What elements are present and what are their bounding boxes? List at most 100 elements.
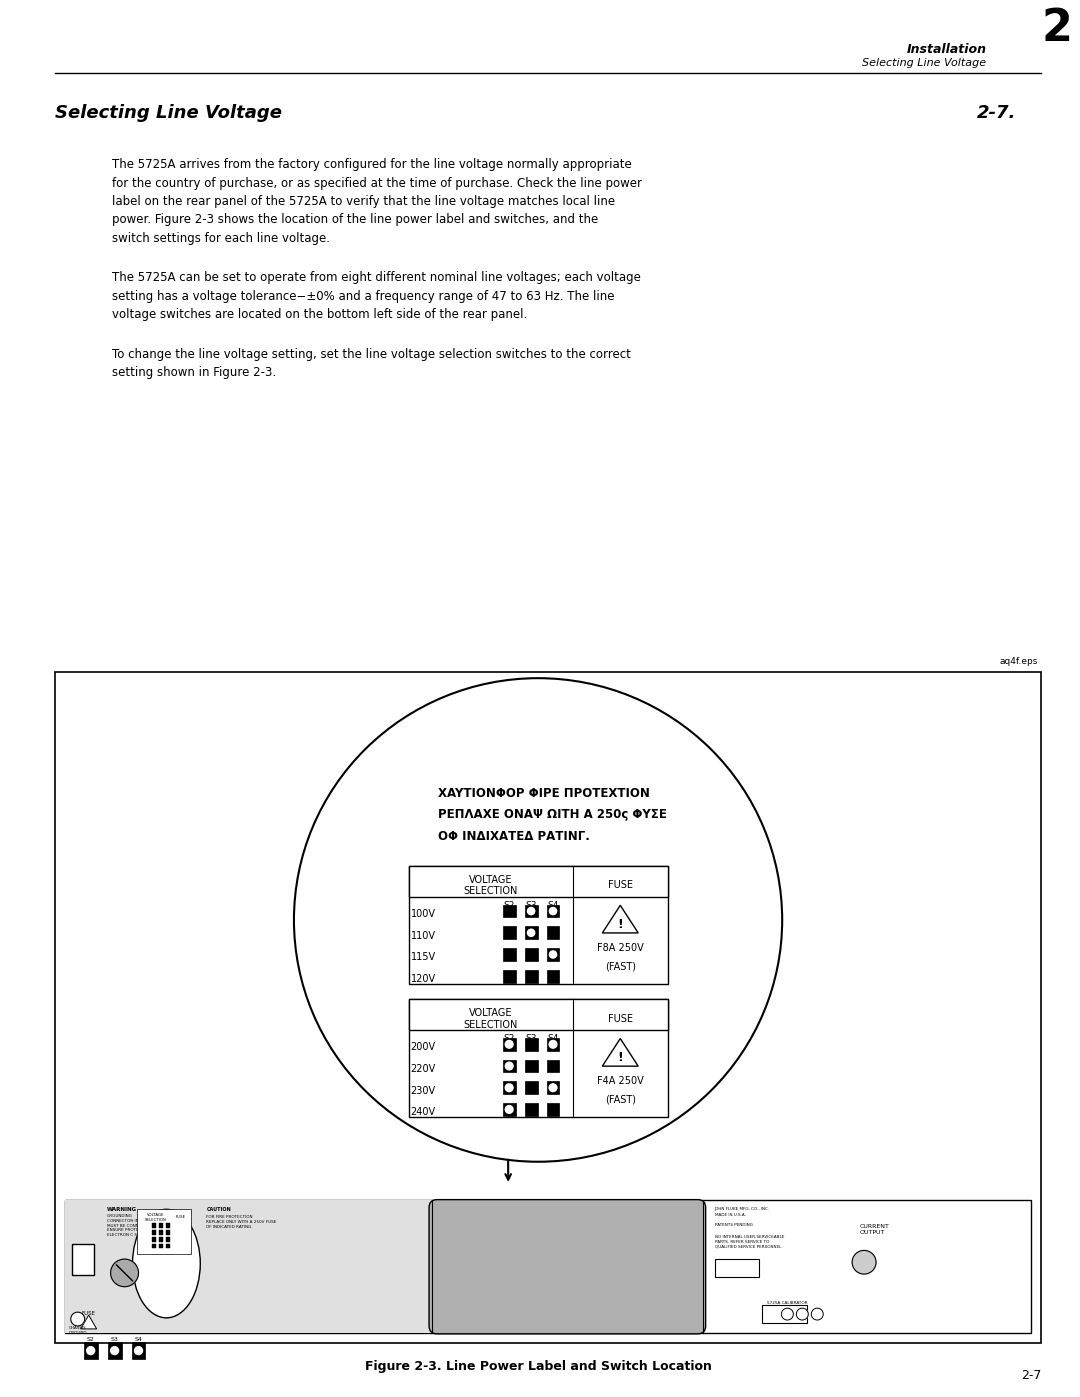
Text: S2: S2 xyxy=(503,1034,515,1044)
Bar xyxy=(160,1224,163,1228)
Text: aq4f.eps: aq4f.eps xyxy=(1000,657,1038,666)
Text: XAYTIONΦΟΡ ΦΙΡΕ ΠΡΟΤΕΧΤΙΟΝ: XAYTIONΦΟΡ ΦΙΡΕ ΠΡΟΤΕΧΤΙΟΝ xyxy=(438,787,650,799)
Text: FUSE: FUSE xyxy=(608,880,633,890)
Text: !: ! xyxy=(618,918,623,930)
Bar xyxy=(408,999,667,1031)
Bar xyxy=(408,866,667,897)
Text: Selecting Line Voltage: Selecting Line Voltage xyxy=(55,103,282,122)
Text: !: ! xyxy=(618,1051,623,1063)
Circle shape xyxy=(505,1084,513,1091)
Text: S2: S2 xyxy=(503,901,515,911)
Bar xyxy=(65,1200,432,1333)
Bar xyxy=(546,949,559,961)
Bar xyxy=(71,1243,94,1275)
Text: 240V: 240V xyxy=(410,1108,435,1118)
Circle shape xyxy=(796,1308,808,1320)
Text: 2-7.: 2-7. xyxy=(976,103,1016,122)
Bar xyxy=(166,1224,171,1228)
Bar xyxy=(546,1059,559,1073)
Bar xyxy=(546,1104,559,1116)
Text: FUSE: FUSE xyxy=(175,1215,186,1220)
Text: GROUNDING
CONNECTOR IN POWER CORD
MUST BE CONNECTED TO
ENSURE PROTECTION FROM
EL: GROUNDING CONNECTOR IN POWER CORD MUST B… xyxy=(107,1214,168,1236)
Bar xyxy=(502,970,515,982)
Bar xyxy=(502,905,515,918)
Circle shape xyxy=(110,1259,138,1287)
Circle shape xyxy=(294,678,782,1162)
Text: FUSE: FUSE xyxy=(608,1014,633,1024)
Text: CURRENT
OUTPUT: CURRENT OUTPUT xyxy=(860,1224,890,1235)
Bar xyxy=(546,970,559,982)
Text: switch settings for each line voltage.: switch settings for each line voltage. xyxy=(111,232,329,244)
Text: 115V: 115V xyxy=(410,953,435,963)
Text: WARNING: WARNING xyxy=(107,1207,137,1211)
Polygon shape xyxy=(603,905,638,933)
Bar xyxy=(525,905,538,918)
Text: The 5725A can be set to operate from eight different nominal line voltages; each: The 5725A can be set to operate from eig… xyxy=(111,271,640,285)
Text: 2-7: 2-7 xyxy=(1022,1369,1042,1383)
Bar xyxy=(83,1341,97,1359)
Circle shape xyxy=(110,1347,119,1355)
FancyBboxPatch shape xyxy=(429,1200,705,1334)
Polygon shape xyxy=(603,1038,638,1066)
Bar xyxy=(152,1231,157,1235)
Bar xyxy=(502,1059,515,1073)
Text: FUSE: FUSE xyxy=(82,1312,96,1316)
Text: CAUTION: CAUTION xyxy=(206,1207,231,1211)
Bar xyxy=(546,926,559,939)
Text: power. Figure 2-3 shows the location of the line power label and switches, and t: power. Figure 2-3 shows the location of … xyxy=(111,214,598,226)
Circle shape xyxy=(86,1347,95,1355)
Bar xyxy=(152,1245,157,1249)
Text: S4: S4 xyxy=(548,1034,558,1044)
Circle shape xyxy=(550,951,556,958)
Circle shape xyxy=(505,1041,513,1048)
Text: S3: S3 xyxy=(525,901,537,911)
Bar xyxy=(65,1200,1031,1333)
Text: setting shown in Figure 2-3.: setting shown in Figure 2-3. xyxy=(111,366,275,379)
Bar xyxy=(762,1305,807,1323)
Text: The 5725A arrives from the factory configured for the line voltage normally appr: The 5725A arrives from the factory confi… xyxy=(111,158,632,172)
Text: (FAST): (FAST) xyxy=(605,1095,636,1105)
Bar xyxy=(408,866,667,983)
Text: PATENTS PENDING: PATENTS PENDING xyxy=(715,1224,753,1228)
Bar xyxy=(160,1238,163,1242)
Text: ΡΕΠΛΑΧΕ ΟΝΑΨ ΩΙΤΗ Α 250ς ΦΥΣΕ: ΡΕΠΛΑΧΕ ΟΝΑΨ ΩΙΤΗ Α 250ς ΦΥΣΕ xyxy=(438,809,667,821)
Circle shape xyxy=(852,1250,876,1274)
Bar xyxy=(152,1238,157,1242)
Text: FOR FIRE PROTECTION
REPLACE ONLY WITH A 250V FUSE
OF INDICATED RATING.: FOR FIRE PROTECTION REPLACE ONLY WITH A … xyxy=(206,1215,276,1228)
Circle shape xyxy=(782,1308,794,1320)
Bar xyxy=(136,1210,191,1255)
Polygon shape xyxy=(81,1315,96,1329)
Text: To change the line voltage setting, set the line voltage selection switches to t: To change the line voltage setting, set … xyxy=(111,348,631,360)
Text: label on the rear panel of the 5725A to verify that the line voltage matches loc: label on the rear panel of the 5725A to … xyxy=(111,196,615,208)
Text: JOHN FLUKE MFG. CO., INC.: JOHN FLUKE MFG. CO., INC. xyxy=(715,1207,770,1211)
Circle shape xyxy=(505,1105,513,1113)
Text: S3: S3 xyxy=(525,1034,537,1044)
Text: SELECTION: SELECTION xyxy=(463,887,518,897)
Circle shape xyxy=(811,1308,823,1320)
Bar xyxy=(166,1245,171,1249)
Bar xyxy=(546,1081,559,1094)
Text: ΟΦ ΙΝΔΙΧΑΤΕΔ ΡΑΤΙΝΓ.: ΟΦ ΙΝΔΙΧΑΤΕΔ ΡΑΤΙΝΓ. xyxy=(438,830,591,844)
Circle shape xyxy=(549,1084,557,1091)
Text: for the country of purchase, or as specified at the time of purchase. Check the : for the country of purchase, or as speci… xyxy=(111,177,642,190)
Ellipse shape xyxy=(133,1210,200,1317)
Bar xyxy=(525,970,538,982)
Bar xyxy=(502,949,515,961)
Bar xyxy=(502,1104,515,1116)
Text: 110V: 110V xyxy=(410,930,435,940)
Bar xyxy=(166,1238,171,1242)
Text: 200V: 200V xyxy=(410,1042,435,1052)
Bar xyxy=(152,1224,157,1228)
Text: 230V: 230V xyxy=(410,1085,435,1095)
Text: VOLTAGE: VOLTAGE xyxy=(469,1007,513,1018)
Bar xyxy=(525,926,538,939)
Bar xyxy=(502,926,515,939)
Circle shape xyxy=(549,1041,557,1048)
Bar xyxy=(108,1341,122,1359)
Text: voltage switches are located on the bottom left side of the rear panel.: voltage switches are located on the bott… xyxy=(111,307,527,321)
Text: F8A 250V: F8A 250V xyxy=(597,943,644,953)
Bar xyxy=(160,1245,163,1249)
Text: Installation: Installation xyxy=(906,43,986,56)
Text: S4: S4 xyxy=(135,1337,143,1341)
Bar xyxy=(546,1038,559,1051)
